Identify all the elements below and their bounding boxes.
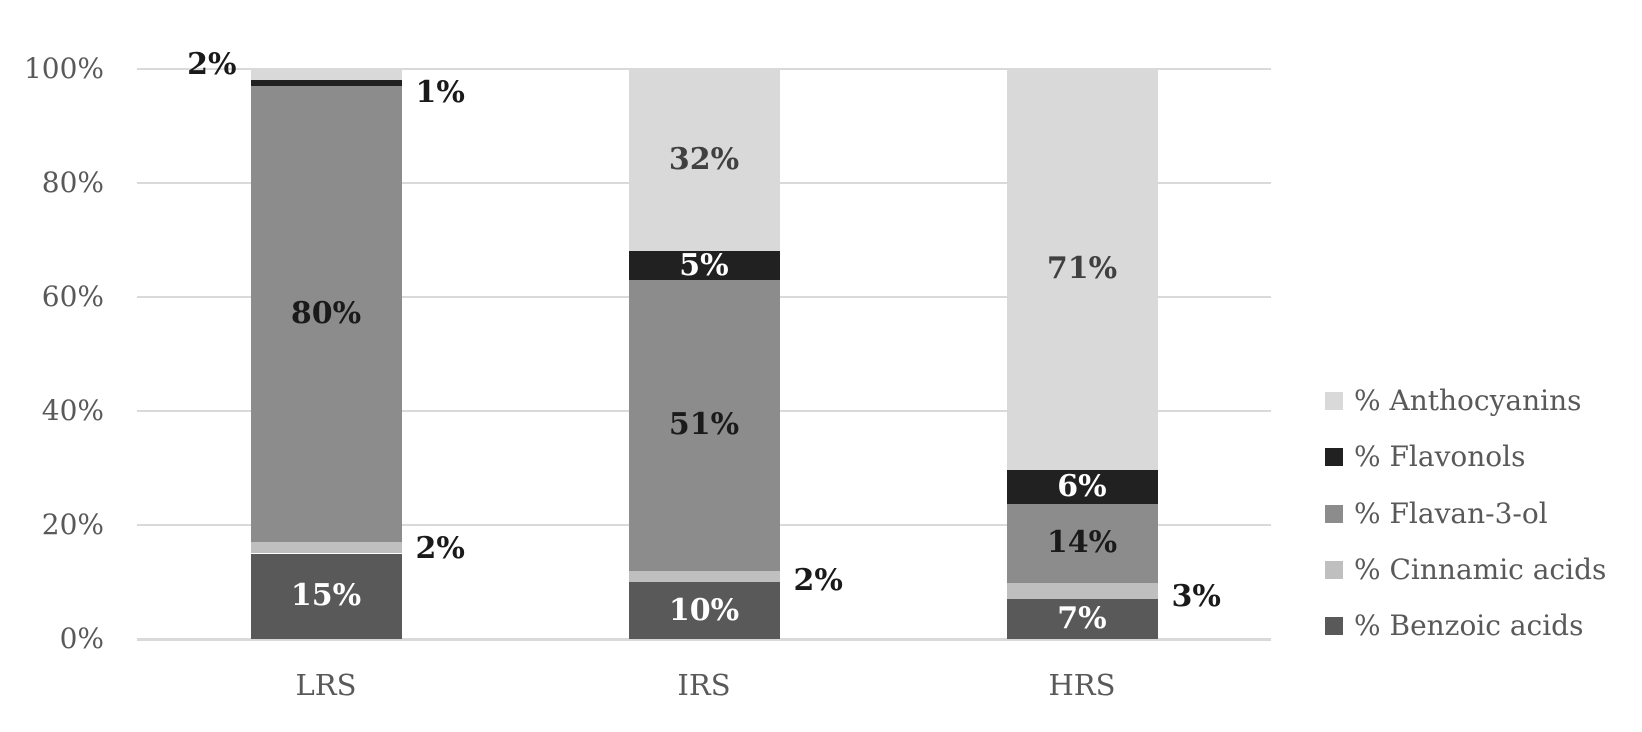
legend-item: % Cinnamic acids	[1325, 552, 1607, 586]
y-tick-label: 80%	[41, 166, 104, 199]
bar-segment	[1006, 69, 1158, 470]
legend-swatch	[1325, 448, 1343, 467]
bar-segment	[628, 279, 780, 571]
bar-segment	[1006, 503, 1158, 583]
legend-label: % Flavonols	[1354, 440, 1526, 474]
bar-segment	[628, 251, 780, 280]
data-label: 6%	[1057, 468, 1107, 504]
data-label: 14%	[1046, 525, 1118, 561]
y-tick-label: 20%	[41, 508, 104, 541]
data-label: 2%	[793, 563, 843, 599]
data-label: 3%	[1171, 579, 1221, 615]
data-label: 5%	[679, 247, 729, 283]
data-label: 2%	[415, 530, 465, 566]
legend-label: % Benzoic acids	[1354, 609, 1584, 643]
legend-swatch	[1325, 560, 1343, 579]
data-label: 71%	[1046, 251, 1118, 287]
bar-segment	[250, 80, 402, 87]
bar-segment	[1006, 582, 1158, 600]
y-tick-label: 0%	[59, 622, 104, 655]
bar-segment	[1006, 469, 1158, 504]
category-label: LRS	[295, 668, 357, 702]
data-label: 80%	[290, 296, 362, 332]
bar-segment	[250, 542, 402, 554]
bar-segment	[250, 553, 402, 639]
legend-item: % Anthocyanins	[1325, 385, 1582, 417]
bar-segment	[250, 86, 402, 543]
y-tick-label: 60%	[41, 280, 104, 313]
legend-item: % Flavonols	[1325, 441, 1525, 473]
y-tick-label: 40%	[41, 394, 104, 427]
legend-item: % Flavan-3-ol	[1325, 496, 1548, 530]
legend-label: % Cinnamic acids	[1354, 552, 1607, 586]
y-tick-label: 100%	[23, 52, 104, 85]
legend-swatch	[1325, 617, 1343, 636]
category-label: IRS	[677, 668, 731, 702]
category-label: HRS	[1048, 668, 1116, 702]
bar-segment	[1006, 599, 1158, 639]
bar-segment	[250, 69, 402, 81]
bar-segment	[628, 69, 780, 252]
bar-segment	[628, 582, 780, 639]
bar-segment	[628, 570, 780, 582]
data-label: 15%	[290, 578, 362, 614]
legend-swatch	[1325, 392, 1343, 410]
data-label: 32%	[668, 142, 740, 178]
legend-swatch	[1325, 504, 1343, 523]
data-label: 51%	[668, 407, 740, 443]
data-label: 1%	[415, 75, 465, 111]
data-label: 2%	[187, 46, 237, 82]
data-label: 10%	[668, 592, 740, 628]
legend-item: % Benzoic acids	[1325, 610, 1583, 642]
data-label: 7%	[1057, 601, 1107, 637]
legend-label: % Flavan-3-ol	[1354, 496, 1548, 530]
x-axis-line	[137, 638, 1271, 641]
legend-label: % Anthocyanins	[1354, 384, 1582, 417]
